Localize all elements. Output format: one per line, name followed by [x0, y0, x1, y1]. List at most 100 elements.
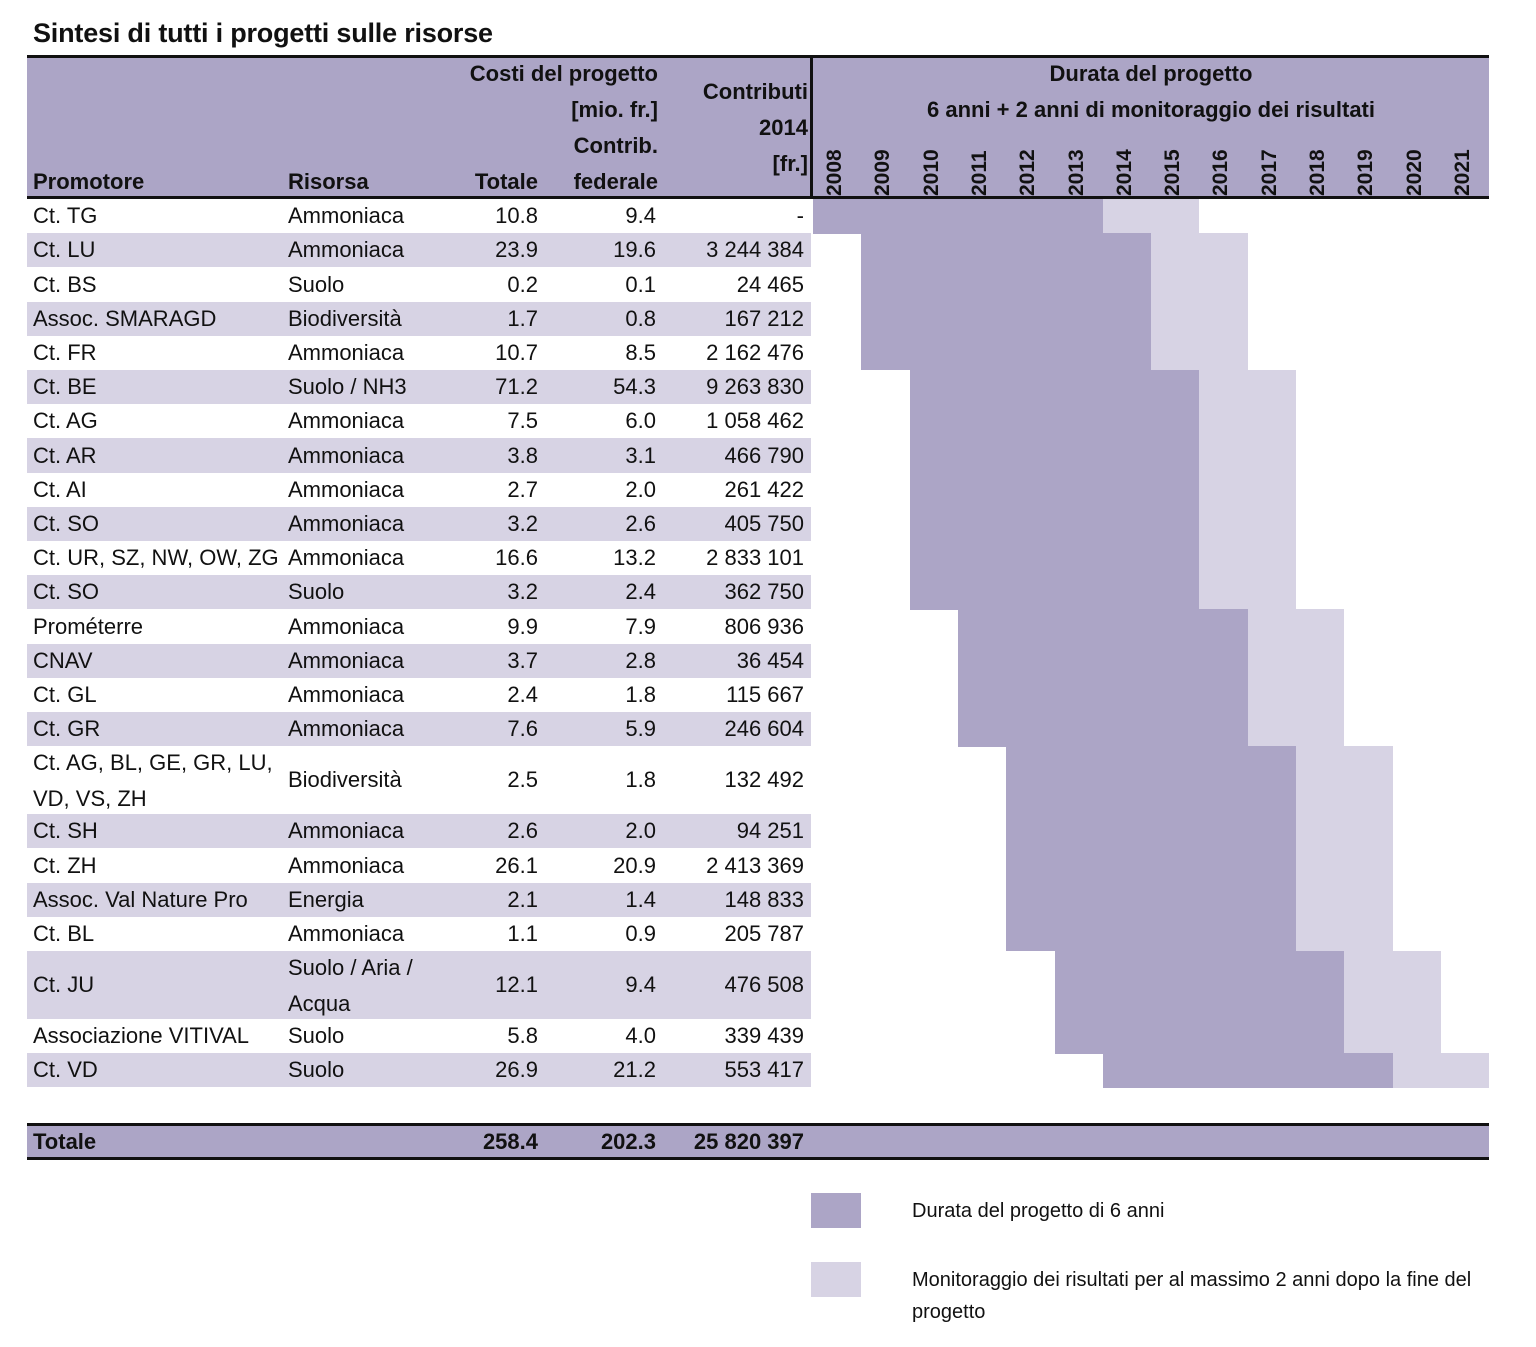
- cell-promotore: Assoc. SMARAGD: [33, 305, 217, 331]
- gantt-monitoring-bar: [1199, 575, 1296, 610]
- cell-promotore: Ct. GR: [33, 716, 101, 742]
- row-stripe: [27, 1053, 811, 1088]
- cell-contributi: 205 787: [724, 920, 804, 946]
- cell-totale: 3.7: [507, 647, 538, 673]
- cell-totale: 2.7: [507, 476, 538, 502]
- cell-totale: 10.8: [495, 203, 538, 229]
- cell-totale: 0.2: [507, 271, 538, 297]
- header-durata-line1: Durata del progetto: [1049, 61, 1253, 86]
- gantt-monitoring-bar: [1344, 1019, 1441, 1054]
- cell-contributi: 36 454: [736, 647, 804, 673]
- cell-federale: 7.9: [625, 613, 656, 639]
- cell-contributi: 246 604: [724, 716, 804, 742]
- cell-risorsa: Suolo: [288, 1057, 345, 1083]
- gantt-project-bar: [1006, 882, 1297, 918]
- cell-federale: 6.0: [625, 408, 656, 434]
- gantt-monitoring-bar: [1247, 677, 1345, 713]
- row-stripe: [27, 882, 811, 917]
- cell-risorsa: Ammoniaca: [288, 442, 405, 468]
- cell-totale: 12.1: [495, 972, 538, 997]
- cell-contributi: 148 833: [724, 886, 804, 912]
- year-label: 2009: [871, 149, 895, 196]
- cell-federale: 3.1: [625, 442, 656, 468]
- row-stripe: [27, 712, 811, 747]
- cell-totale: 2.1: [507, 886, 538, 912]
- legend-project-swatch: [811, 1193, 861, 1228]
- cell-contributi: 806 936: [724, 613, 804, 639]
- gantt-project-bar: [1006, 814, 1297, 849]
- gantt-project-bar: [861, 335, 1152, 371]
- gantt-project-bar: [957, 643, 1249, 679]
- gantt-monitoring-bar: [1199, 370, 1296, 405]
- cell-contributi: 2 162 476: [706, 339, 804, 365]
- cell-risorsa: Ammoniaca: [288, 681, 405, 707]
- cell-risorsa: Ammoniaca: [288, 545, 405, 571]
- header-durata-line2: 6 anni + 2 anni di monitoraggio dei risu…: [926, 97, 1375, 122]
- cell-totale: 3.2: [507, 510, 538, 536]
- gantt-project-bar: [909, 404, 1200, 439]
- cell-risorsa: Ammoniaca: [288, 613, 405, 639]
- gantt-project-bar: [909, 438, 1200, 473]
- cell-federale: 2.4: [625, 579, 656, 605]
- cell-totale: 2.4: [507, 681, 538, 707]
- cell-risorsa: Suolo: [288, 579, 345, 605]
- total-top-rule: [27, 1123, 1489, 1126]
- gantt-monitoring-bar: [1296, 814, 1393, 849]
- cell-federale: 8.5: [625, 339, 656, 365]
- header-costi-line1: Costi del progetto: [469, 61, 658, 86]
- legend-monitoring-swatch: [811, 1262, 861, 1297]
- year-label: 2019: [1354, 149, 1378, 196]
- legend-project-text: Durata del progetto di 6 anni: [912, 1200, 1165, 1222]
- cell-promotore: Ct. UR, SZ, NW, OW, ZG: [33, 545, 279, 571]
- cell-contributi: 9 263 830: [706, 374, 804, 400]
- header-risorsa: Risorsa: [288, 169, 369, 194]
- gantt-project-bar: [813, 199, 1104, 234]
- gantt-project-bar: [1102, 1053, 1394, 1088]
- cell-promotore: Ct. SO: [33, 579, 100, 605]
- header-contributi-line2: 2014: [759, 115, 808, 140]
- cell-promotore: Ct. GL: [33, 681, 97, 707]
- cell-risorsa: Biodiversità: [288, 767, 402, 793]
- cell-federale: 21.2: [613, 1057, 656, 1083]
- cell-contributi: 362 750: [724, 579, 804, 605]
- cell-contributi: 261 422: [724, 476, 804, 502]
- cell-totale: 10.7: [495, 339, 538, 365]
- cell-risorsa: Biodiversità: [288, 305, 402, 331]
- cell-contributi: 132 492: [724, 767, 804, 793]
- cell-contributi: 553 417: [724, 1057, 804, 1083]
- cell-federale: 2.8: [625, 647, 656, 673]
- gantt-project-bar: [909, 541, 1200, 576]
- cell-totale: 3.8: [507, 442, 538, 468]
- gantt-monitoring-bar: [1102, 199, 1200, 234]
- cell-promotore: Ct. FR: [33, 339, 97, 365]
- gantt-project-bar: [1054, 1019, 1345, 1054]
- cell-federale: 1.4: [625, 886, 656, 912]
- cell-federale: 54.3: [613, 374, 656, 400]
- gantt-monitoring-bar: [1247, 643, 1345, 679]
- total-contributi: 25 820 397: [693, 1129, 804, 1154]
- year-label: 2012: [1016, 149, 1040, 196]
- cell-promotore: Ct. BS: [33, 271, 97, 297]
- cell-contributi: 167 212: [724, 305, 804, 331]
- gantt-monitoring-bar: [1247, 609, 1345, 644]
- gantt-monitoring-bar: [1296, 882, 1393, 918]
- cell-promotore: Ct. VD: [33, 1057, 98, 1083]
- cell-promotore: Ct. TG: [33, 203, 98, 229]
- cell-federale: 0.1: [625, 271, 656, 297]
- gantt-monitoring-bar: [1151, 233, 1248, 268]
- cell-contributi: 339 439: [724, 1023, 804, 1049]
- header-promotore: Promotore: [33, 169, 145, 194]
- cell-promotore: Ct. LU: [33, 237, 96, 263]
- cell-contributi: 476 508: [724, 972, 804, 997]
- cell-risorsa: Ammoniaca: [288, 920, 405, 946]
- cell-totale: 16.6: [495, 545, 538, 571]
- header-costi-line2: [mio. fr.]: [571, 97, 658, 122]
- cell-totale: 2.6: [507, 818, 538, 844]
- total-federale: 202.3: [600, 1129, 656, 1154]
- year-label: 2011: [967, 150, 991, 196]
- gantt-monitoring-bar: [1151, 267, 1248, 302]
- header-contrib-line2: federale: [573, 169, 658, 194]
- gantt-monitoring-bar: [1151, 301, 1248, 337]
- gantt-monitoring-bar: [1392, 1053, 1489, 1088]
- header-contributi-line3: [fr.]: [772, 151, 808, 176]
